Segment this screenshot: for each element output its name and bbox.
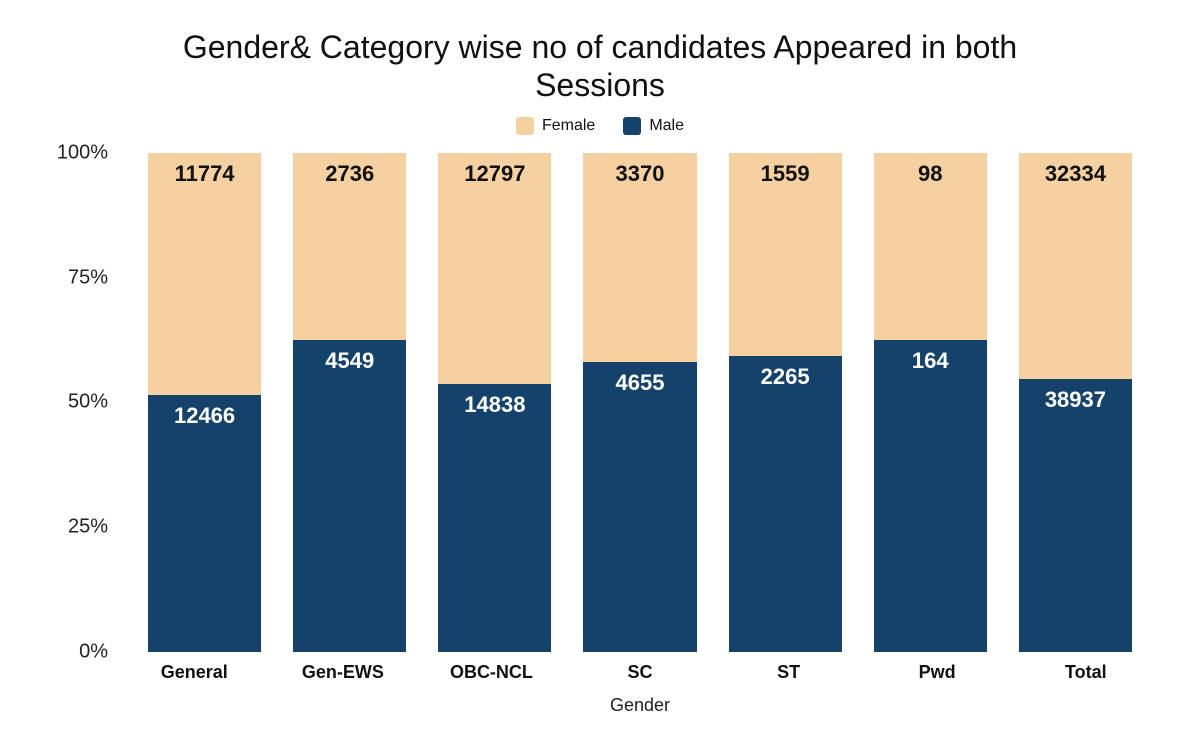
- bars-region: 12466 11774 4549 2736 14838 12797 4655 3370 2265…: [120, 153, 1160, 652]
- bar-segment-male: 4549: [293, 340, 406, 652]
- bar-segment-female: 3370: [583, 153, 696, 363]
- y-tick: 25%: [68, 516, 108, 539]
- bar-segment-female: 12797: [438, 153, 551, 384]
- bar-value-male: 4655: [616, 370, 665, 396]
- x-tick: Gen-EWS: [269, 652, 418, 683]
- bar-segment-male: 164: [874, 340, 987, 652]
- legend-label-female: Female: [542, 117, 595, 135]
- bar-value-female: 1559: [761, 161, 810, 187]
- x-ticks: GeneralGen-EWSOBC-NCLSCSTPwdTotal: [40, 652, 1160, 683]
- bar-segment-female: 98: [874, 153, 987, 340]
- bar-column: 14838 12797: [422, 153, 567, 652]
- bar-segment-male: 2265: [729, 356, 842, 652]
- bar-value-male: 164: [912, 348, 949, 374]
- bar-segment-male: 12466: [148, 395, 261, 652]
- bar-segment-female: 1559: [729, 153, 842, 357]
- bar-stack: 2265 1559: [729, 153, 842, 652]
- bar-stack: 14838 12797: [438, 153, 551, 652]
- y-tick: 100%: [57, 141, 108, 164]
- bar-value-male: 14838: [464, 392, 525, 418]
- bar-stack: 12466 11774: [148, 153, 261, 652]
- x-axis-title: Gender: [40, 695, 1160, 716]
- chart-title-line2: Sessions: [535, 67, 665, 103]
- x-tick: ST: [714, 652, 863, 683]
- bar-value-male: 38937: [1045, 387, 1106, 413]
- bar-stack: 4549 2736: [293, 153, 406, 652]
- chart-container: Gender& Category wise no of candidates A…: [0, 0, 1200, 742]
- bar-segment-female: 2736: [293, 153, 406, 340]
- bar-value-male: 4549: [325, 348, 374, 374]
- bar-segment-male: 4655: [583, 362, 696, 652]
- bar-column: 12466 11774: [132, 153, 277, 652]
- bar-value-female: 3370: [616, 161, 665, 187]
- legend-swatch-female: [516, 117, 534, 135]
- legend: Female Male: [40, 117, 1160, 135]
- x-tick: SC: [566, 652, 715, 683]
- bar-value-male: 12466: [174, 403, 235, 429]
- bar-value-female: 2736: [325, 161, 374, 187]
- y-tick: 0%: [79, 641, 108, 664]
- y-axis: 0%25%50%75%100%: [40, 153, 120, 652]
- bar-value-female: 98: [918, 161, 942, 187]
- y-tick: 75%: [68, 266, 108, 289]
- chart-title-line1: Gender& Category wise no of candidates A…: [183, 29, 1017, 65]
- bar-segment-female: 32334: [1019, 153, 1132, 379]
- x-tick: Pwd: [863, 652, 1012, 683]
- bar-value-female: 32334: [1045, 161, 1106, 187]
- bar-segment-female: 11774: [148, 153, 261, 395]
- bar-value-female: 12797: [464, 161, 525, 187]
- bar-column: 4549 2736: [277, 153, 422, 652]
- bar-column: 164 98: [858, 153, 1003, 652]
- bar-segment-male: 38937: [1019, 379, 1132, 652]
- bar-column: 2265 1559: [713, 153, 858, 652]
- plot-area: 0%25%50%75%100% 124661177445492736148381…: [40, 153, 1160, 652]
- bar-stack: 4655 3370: [583, 153, 696, 652]
- bar-segment-male: 14838: [438, 384, 551, 652]
- legend-swatch-male: [623, 117, 641, 135]
- bar-stack: 38937 32334: [1019, 153, 1132, 652]
- bar-value-male: 2265: [761, 364, 810, 390]
- bar-column: 4655 3370: [567, 153, 712, 652]
- x-axis: GeneralGen-EWSOBC-NCLSCSTPwdTotal Gender: [40, 652, 1160, 722]
- bar-value-female: 11774: [175, 161, 235, 187]
- x-tick: OBC-NCL: [417, 652, 566, 683]
- legend-label-male: Male: [649, 117, 684, 135]
- bar-column: 38937 32334: [1003, 153, 1148, 652]
- y-tick: 50%: [68, 391, 108, 414]
- x-tick: Total: [1011, 652, 1160, 683]
- bar-stack: 164 98: [874, 153, 987, 652]
- legend-item-female: Female: [516, 117, 595, 135]
- x-tick: General: [120, 652, 269, 683]
- chart-title: Gender& Category wise no of candidates A…: [40, 28, 1160, 105]
- legend-item-male: Male: [623, 117, 684, 135]
